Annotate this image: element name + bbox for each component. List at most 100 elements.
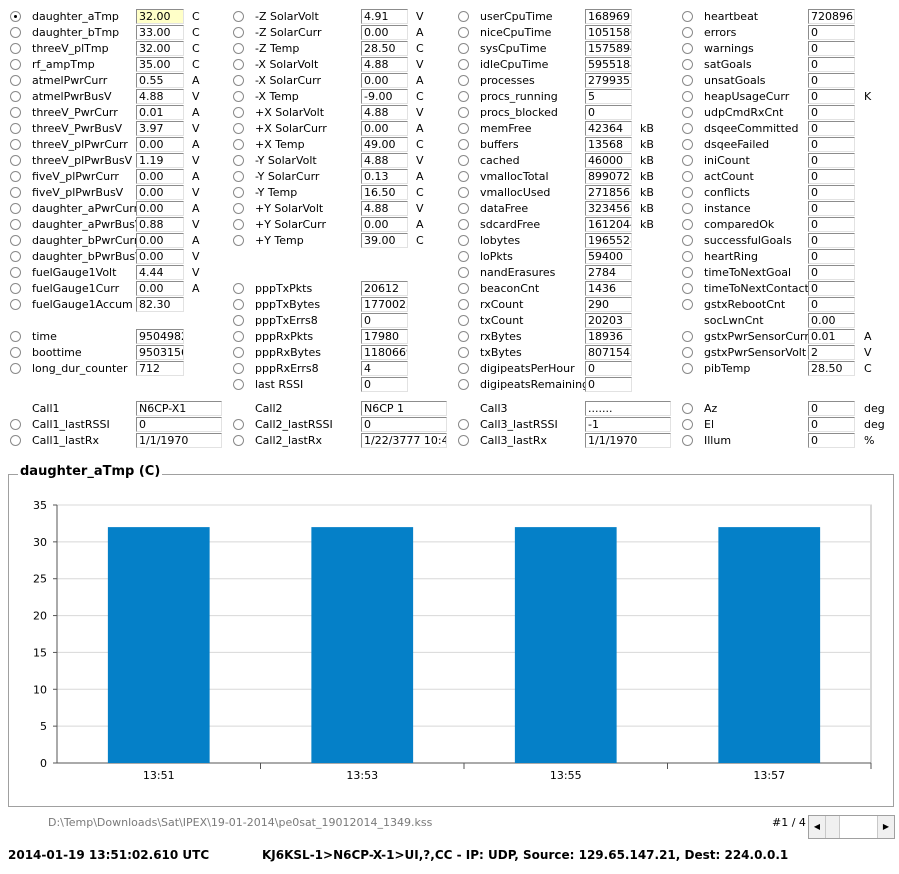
select-radio[interactable] [682,363,693,374]
select-radio[interactable] [233,315,244,326]
select-radio[interactable] [682,107,693,118]
select-radio[interactable] [10,419,21,430]
select-radio[interactable] [10,59,21,70]
select-radio[interactable] [458,347,469,358]
select-radio[interactable] [458,435,469,446]
select-radio[interactable] [682,27,693,38]
select-radio[interactable] [10,43,21,54]
page-scrollbar[interactable]: ◀ ▶ [808,815,895,839]
select-radio[interactable] [233,27,244,38]
select-radio[interactable] [458,363,469,374]
select-radio[interactable] [458,91,469,102]
select-radio[interactable] [10,235,21,246]
select-radio[interactable] [233,107,244,118]
select-radio[interactable] [10,331,21,342]
select-radio[interactable] [233,419,244,430]
select-radio[interactable] [682,235,693,246]
select-radio[interactable] [682,331,693,342]
select-radio[interactable] [10,11,21,22]
scroll-left-arrow-icon[interactable]: ◀ [809,816,826,838]
select-radio[interactable] [233,155,244,166]
select-radio[interactable] [10,123,21,134]
select-radio[interactable] [233,139,244,150]
select-radio[interactable] [682,155,693,166]
select-radio[interactable] [682,219,693,230]
select-radio[interactable] [682,91,693,102]
select-radio[interactable] [458,27,469,38]
select-radio[interactable] [10,267,21,278]
select-radio[interactable] [458,267,469,278]
select-radio[interactable] [10,27,21,38]
select-radio[interactable] [233,91,244,102]
select-radio[interactable] [458,107,469,118]
select-radio[interactable] [233,379,244,390]
select-radio[interactable] [682,75,693,86]
select-radio[interactable] [10,155,21,166]
select-radio[interactable] [10,219,21,230]
select-radio[interactable] [458,251,469,262]
select-radio[interactable] [458,419,469,430]
select-radio[interactable] [233,299,244,310]
select-radio[interactable] [233,11,244,22]
select-radio[interactable] [10,107,21,118]
select-radio[interactable] [458,283,469,294]
select-radio[interactable] [458,315,469,326]
select-radio[interactable] [682,139,693,150]
select-radio[interactable] [458,123,469,134]
select-radio[interactable] [233,59,244,70]
select-radio[interactable] [10,347,21,358]
select-radio[interactable] [10,171,21,182]
select-radio[interactable] [10,187,21,198]
select-radio[interactable] [458,155,469,166]
select-radio[interactable] [682,187,693,198]
select-radio[interactable] [458,59,469,70]
select-radio[interactable] [458,11,469,22]
select-radio[interactable] [682,267,693,278]
select-radio[interactable] [682,251,693,262]
select-radio[interactable] [10,251,21,262]
select-radio[interactable] [233,203,244,214]
select-radio[interactable] [233,187,244,198]
select-radio[interactable] [682,299,693,310]
select-radio[interactable] [233,283,244,294]
select-radio[interactable] [682,435,693,446]
select-radio[interactable] [10,75,21,86]
select-radio[interactable] [682,123,693,134]
select-radio[interactable] [682,403,693,414]
scroll-thumb[interactable] [839,816,881,838]
select-radio[interactable] [233,171,244,182]
select-radio[interactable] [458,43,469,54]
select-radio[interactable] [233,435,244,446]
select-radio[interactable] [458,235,469,246]
scroll-right-arrow-icon[interactable]: ▶ [877,816,894,838]
select-radio[interactable] [233,123,244,134]
select-radio[interactable] [682,11,693,22]
select-radio[interactable] [458,203,469,214]
select-radio[interactable] [233,43,244,54]
select-radio[interactable] [682,347,693,358]
select-radio[interactable] [682,203,693,214]
select-radio[interactable] [233,235,244,246]
select-radio[interactable] [10,363,21,374]
select-radio[interactable] [233,347,244,358]
select-radio[interactable] [682,171,693,182]
select-radio[interactable] [682,59,693,70]
select-radio[interactable] [233,331,244,342]
select-radio[interactable] [10,299,21,310]
select-radio[interactable] [458,299,469,310]
select-radio[interactable] [458,75,469,86]
select-radio[interactable] [458,187,469,198]
select-radio[interactable] [10,435,21,446]
select-radio[interactable] [233,75,244,86]
select-radio[interactable] [233,363,244,374]
select-radio[interactable] [458,379,469,390]
select-radio[interactable] [682,283,693,294]
select-radio[interactable] [10,283,21,294]
select-radio[interactable] [10,203,21,214]
select-radio[interactable] [233,219,244,230]
select-radio[interactable] [10,91,21,102]
select-radio[interactable] [682,43,693,54]
select-radio[interactable] [682,419,693,430]
select-radio[interactable] [458,171,469,182]
select-radio[interactable] [458,219,469,230]
